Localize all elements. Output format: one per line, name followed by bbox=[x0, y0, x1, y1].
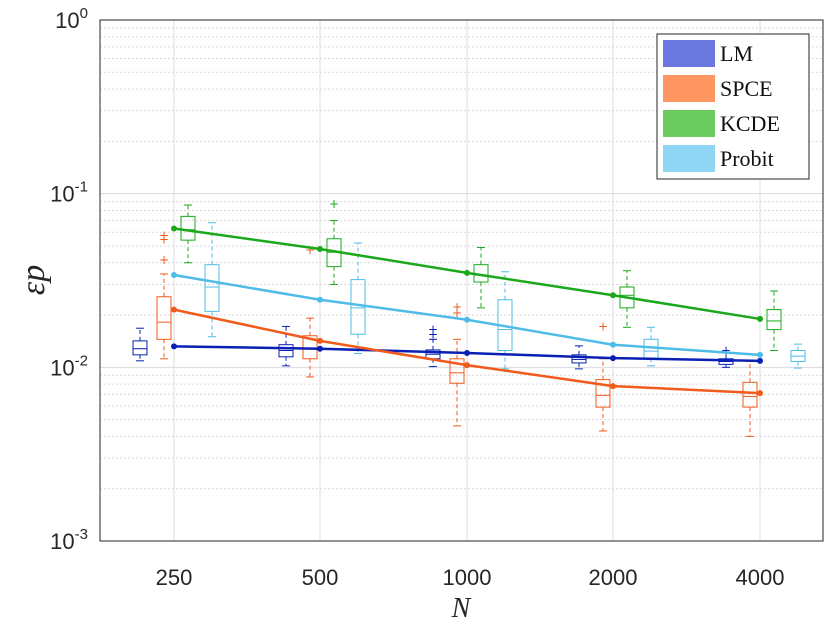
box-plot: ++ bbox=[425, 323, 441, 368]
box-iqr bbox=[571, 354, 587, 364]
x-tick-label: 1000 bbox=[443, 565, 492, 590]
x-tick-label: 500 bbox=[302, 565, 339, 590]
box-iqr bbox=[449, 358, 465, 384]
box-plot: + bbox=[595, 319, 611, 432]
x-tick-labels: 250 500 1000 2000 4000 bbox=[156, 565, 785, 590]
y-tick-label: 100 bbox=[55, 5, 88, 33]
series-point bbox=[757, 315, 763, 322]
x-tick-label: 250 bbox=[156, 565, 193, 590]
plot-area-frame bbox=[99, 19, 824, 542]
legend-label: SPCE bbox=[720, 76, 773, 101]
box-iqr bbox=[132, 340, 148, 356]
series-point bbox=[464, 316, 470, 323]
outlier-marker: + bbox=[452, 300, 462, 314]
box-plot: + bbox=[718, 344, 734, 368]
y-axis-label: εp bbox=[15, 265, 52, 295]
box-plot bbox=[790, 343, 806, 369]
series-point bbox=[317, 246, 323, 253]
y-tick-label: 10-1 bbox=[50, 179, 88, 207]
series-point bbox=[171, 225, 177, 232]
box-iqr bbox=[204, 264, 220, 312]
series-point bbox=[610, 355, 616, 362]
series-point bbox=[464, 349, 470, 356]
series-point bbox=[317, 296, 323, 303]
series-point bbox=[757, 357, 763, 364]
box-plot bbox=[180, 204, 196, 264]
box-iqr bbox=[180, 215, 196, 241]
box-plot bbox=[473, 246, 489, 309]
box-iqr bbox=[350, 279, 366, 335]
outlier-marker: + bbox=[598, 319, 608, 333]
box-iqr bbox=[595, 379, 611, 408]
box-plot bbox=[132, 327, 148, 362]
box-iqr bbox=[156, 296, 172, 340]
legend-label: Probit bbox=[720, 146, 774, 171]
y-tick-label: 10-2 bbox=[50, 352, 88, 380]
series-point bbox=[757, 390, 763, 397]
series-point bbox=[610, 292, 616, 299]
box-plot: ++ bbox=[449, 300, 465, 427]
x-axis-label: N bbox=[451, 593, 472, 623]
outlier-marker: + bbox=[159, 253, 169, 267]
box-plot bbox=[766, 290, 782, 352]
box-plot bbox=[742, 361, 758, 437]
outlier-marker: + bbox=[329, 197, 339, 211]
y-tick-label: 10-3 bbox=[50, 526, 88, 554]
series-point bbox=[610, 383, 616, 390]
legend-swatch bbox=[663, 145, 715, 172]
outlier-marker: + bbox=[428, 327, 438, 341]
box-plots: +++++++++++ bbox=[132, 197, 806, 437]
legend-swatch bbox=[663, 75, 715, 102]
outlier-marker: + bbox=[159, 228, 169, 242]
series-point bbox=[317, 337, 323, 344]
outlier-marker: + bbox=[305, 243, 315, 257]
series-point bbox=[610, 341, 616, 348]
legend-swatch bbox=[663, 40, 715, 67]
outlier-marker: + bbox=[159, 232, 169, 246]
series-point bbox=[464, 362, 470, 369]
outlier-marker: + bbox=[428, 323, 438, 337]
grid-lines bbox=[100, 19, 823, 542]
legend-label: LM bbox=[720, 41, 753, 66]
box-iqr bbox=[742, 381, 758, 408]
x-tick-label: 2000 bbox=[589, 565, 638, 590]
series-lines bbox=[171, 225, 763, 397]
box-iqr bbox=[766, 309, 782, 331]
series-point bbox=[171, 343, 177, 350]
box-plot bbox=[204, 222, 220, 338]
box-plot bbox=[571, 345, 587, 370]
outlier-marker: + bbox=[721, 344, 731, 358]
box-plot bbox=[350, 242, 366, 355]
box-plot bbox=[278, 325, 294, 367]
series-point bbox=[464, 269, 470, 276]
y-tick-labels: 10-3 10-2 10-1 100 bbox=[50, 5, 88, 554]
x-tick-label: 4000 bbox=[736, 565, 785, 590]
legend: LM SPCE KCDE Probit bbox=[656, 33, 810, 180]
series-point bbox=[757, 351, 763, 358]
box-plot: + bbox=[326, 197, 342, 285]
box-plot: +++ bbox=[156, 228, 172, 360]
series-point bbox=[317, 345, 323, 352]
series-point bbox=[171, 306, 177, 313]
legend-swatch bbox=[663, 110, 715, 137]
outlier-marker: + bbox=[452, 306, 462, 320]
legend-label: KCDE bbox=[720, 111, 780, 136]
series-point bbox=[171, 272, 177, 279]
